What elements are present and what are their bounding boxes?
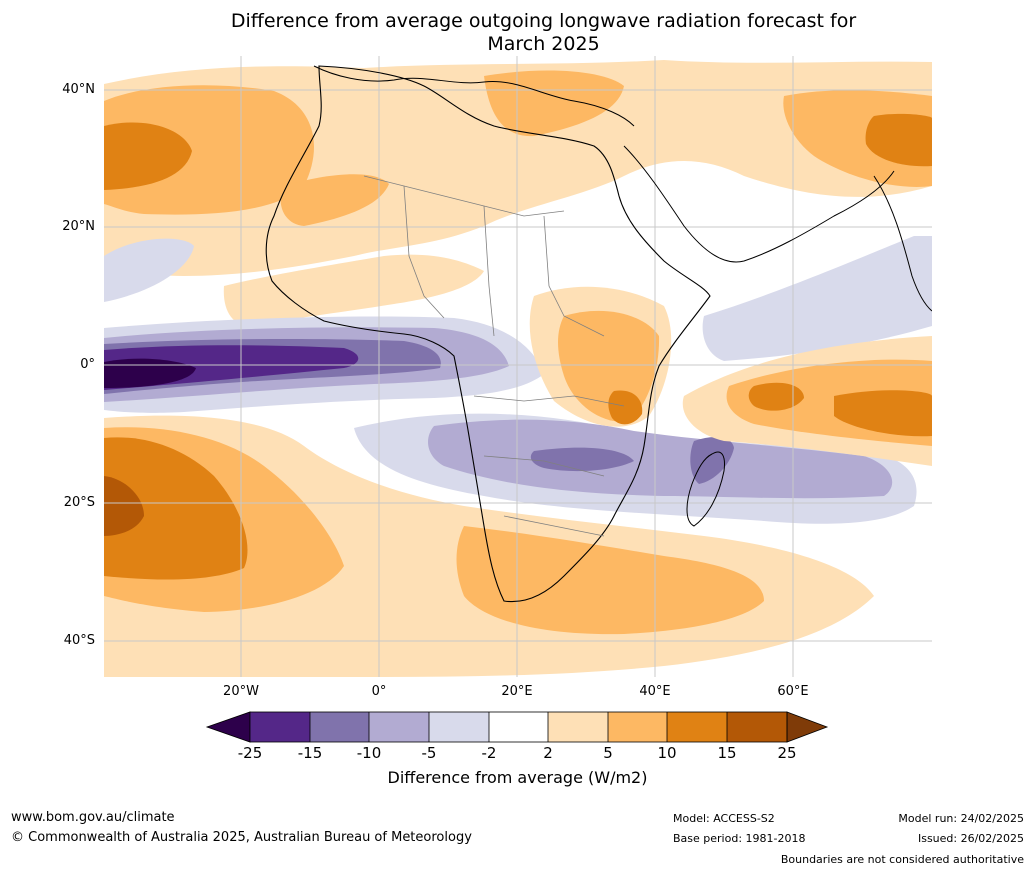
country-border	[503, 515, 605, 537]
colorbar-segment	[667, 712, 727, 742]
colorbar-segment	[608, 712, 667, 742]
colorbar-tick: -10	[356, 744, 382, 762]
lon-label-20e: 20°E	[501, 684, 533, 699]
colorbar-tick: 25	[777, 744, 797, 762]
anomaly-region-orange-east-africa	[558, 310, 660, 422]
anomaly-region-purple-south	[428, 419, 893, 499]
base-period-text: Base period: 1981-2018	[673, 832, 806, 845]
copyright-text: © Commonwealth of Australia 2025, Austra…	[11, 830, 472, 845]
anomaly-region-dark-orange-iran	[865, 113, 932, 167]
colorbar-frame	[249, 711, 788, 743]
lat-label-20s: 20°S	[63, 495, 95, 510]
title-line-1: Difference from average outgoing longwav…	[230, 10, 857, 32]
country-border	[483, 205, 495, 337]
map-title: Difference from average outgoing longwav…	[0, 10, 1035, 56]
colorbar-tick: -15	[297, 744, 323, 762]
africa-coastline	[265, 65, 711, 603]
lat-label-20n: 20°N	[62, 219, 95, 234]
title-line-2: March 2025	[487, 33, 600, 55]
madagascar-coastline	[686, 451, 725, 527]
lon-label-60e: 60°E	[777, 684, 809, 699]
anomaly-region-mid-purple-south	[530, 447, 634, 472]
website-link[interactable]: www.bom.gov.au/climate	[11, 810, 175, 825]
country-borders	[363, 175, 625, 537]
europe-coastline	[313, 65, 635, 127]
country-border	[543, 215, 605, 337]
anomaly-region-dark-orange-east-africa	[608, 390, 643, 425]
colorbar-tick: -5	[421, 744, 437, 762]
issued-text: Issued: 26/02/2025	[917, 832, 1024, 845]
colorbar-tick: 15	[717, 744, 737, 762]
anomaly-region-darkest-orange-south-atlantic	[104, 476, 144, 536]
anomaly-region-mid-purple-madagascar	[690, 436, 734, 484]
country-border	[473, 395, 625, 407]
anomaly-region-light-purple-tropical-atlantic	[104, 238, 194, 302]
colorbar-segment	[548, 712, 608, 742]
arabian-peninsula-coastline	[623, 145, 895, 263]
lat-label-equator: 0°	[80, 357, 95, 372]
olr-anomaly-map	[104, 56, 932, 677]
graticule	[104, 56, 932, 677]
model-run-text: Model run: 24/02/2025	[898, 812, 1024, 825]
anomaly-region-orange-sahara	[280, 174, 389, 226]
anomaly-region-orange-south-africa	[456, 526, 764, 635]
anomaly-region-orange-north-atlantic	[104, 85, 314, 215]
anomaly-region-dark-orange-south-atlantic	[104, 437, 248, 580]
colorbar-low-extend-arrow	[205, 711, 251, 743]
country-border	[363, 175, 565, 217]
country-border	[403, 185, 445, 319]
colorbar-tick: -25	[237, 744, 263, 762]
anomaly-region-dark-orange-east-indian	[834, 390, 932, 437]
anomaly-region-dark-orange-atlantic	[104, 122, 192, 190]
lat-label-40n: 40°N	[62, 82, 95, 97]
colorbar-tick: 5	[603, 744, 613, 762]
colorbar-segment	[727, 712, 787, 742]
colorbar-tick: -2	[481, 744, 497, 762]
colorbar-label: Difference from average (W/m2)	[387, 768, 648, 787]
anomaly-region-darkest-purple-equatorial	[104, 358, 196, 388]
anomaly-region-light-orange-west-africa	[223, 254, 484, 327]
disclaimer-text: Boundaries are not considered authoritat…	[780, 853, 1024, 866]
colorbar-segment	[310, 712, 369, 742]
map-canvas	[104, 56, 932, 677]
colorbar-segment	[250, 712, 310, 742]
lon-label-40e: 40°E	[639, 684, 671, 699]
colorbar-segment	[489, 712, 548, 742]
colorbar-dividers	[309, 712, 728, 742]
country-border	[483, 455, 605, 477]
lon-label-20w: 20°W	[223, 684, 259, 699]
colorbar	[205, 711, 829, 743]
colorbar-segment	[369, 712, 429, 742]
anomaly-region-orange-mediterranean	[484, 70, 624, 137]
anomaly-region-light-purple-indian-ocean	[702, 236, 932, 361]
colorbar-segment	[429, 712, 489, 742]
india-coastline	[873, 175, 932, 312]
colorbar-high-extend-arrow	[786, 711, 829, 743]
lat-label-40s: 40°S	[63, 633, 95, 648]
lon-label-0: 0°	[371, 684, 387, 699]
model-text: Model: ACCESS-S2	[673, 812, 775, 825]
colorbar-tick: 10	[657, 744, 677, 762]
colorbar-tick: 2	[543, 744, 553, 762]
anomaly-region-dark-orange-indian-ocean	[748, 382, 804, 411]
